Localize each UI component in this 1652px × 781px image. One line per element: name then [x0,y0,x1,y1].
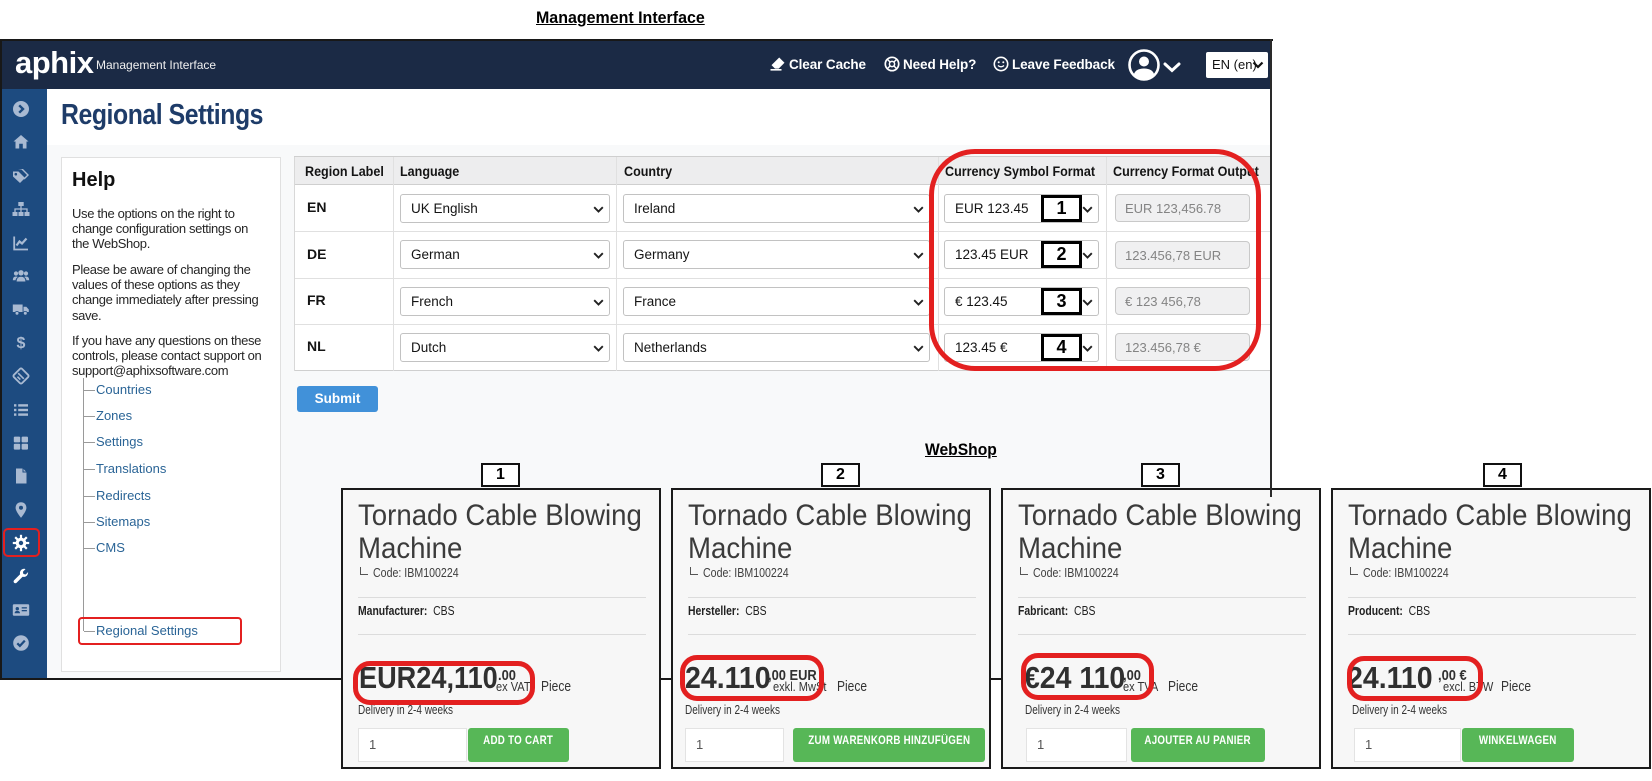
svg-text:$: $ [16,335,25,352]
